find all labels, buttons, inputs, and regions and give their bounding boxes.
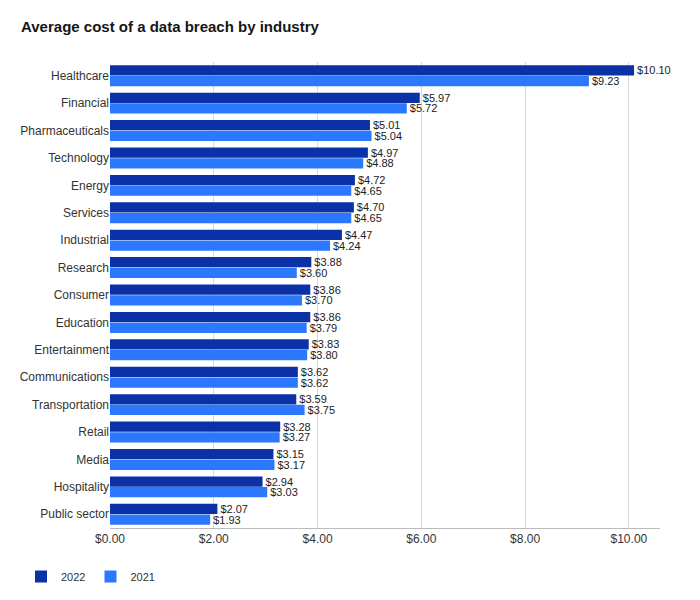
svg-text:Services: Services	[63, 206, 109, 220]
svg-text:Technology: Technology	[48, 151, 109, 165]
svg-text:$3.80: $3.80	[310, 349, 338, 361]
svg-text:Pharmaceuticals: Pharmaceuticals	[20, 124, 109, 138]
svg-text:$4.24: $4.24	[333, 240, 361, 252]
svg-text:$4.88: $4.88	[366, 157, 394, 169]
svg-text:Education: Education	[56, 316, 109, 330]
svg-text:Transportation: Transportation	[32, 398, 109, 412]
svg-text:Hospitality: Hospitality	[54, 480, 109, 494]
svg-text:$3.83: $3.83	[312, 338, 340, 350]
svg-text:$6.00: $6.00	[406, 532, 436, 546]
svg-text:$3.86: $3.86	[313, 311, 341, 323]
svg-text:Research: Research	[58, 261, 109, 275]
svg-text:$0.00: $0.00	[95, 532, 125, 546]
svg-text:$5.01: $5.01	[373, 119, 401, 131]
svg-text:$5.97: $5.97	[423, 92, 451, 104]
svg-text:Healthcare: Healthcare	[51, 69, 109, 83]
svg-text:$2.07: $2.07	[220, 503, 248, 515]
svg-text:$5.04: $5.04	[375, 130, 403, 142]
svg-text:Communications: Communications	[20, 370, 109, 384]
svg-text:$8.00: $8.00	[510, 532, 540, 546]
svg-text:$3.62: $3.62	[301, 377, 329, 389]
svg-text:$3.03: $3.03	[270, 486, 298, 498]
svg-text:$4.00: $4.00	[303, 532, 333, 546]
svg-text:$1.93: $1.93	[213, 514, 241, 526]
svg-text:$4.72: $4.72	[358, 174, 386, 186]
svg-text:2021: 2021	[130, 571, 154, 583]
svg-text:$10.10: $10.10	[637, 64, 671, 76]
svg-text:Average cost of a data breach: Average cost of a data breach by industr…	[21, 18, 320, 35]
svg-text:$4.65: $4.65	[354, 212, 382, 224]
svg-text:$3.79: $3.79	[310, 322, 338, 334]
svg-text:$3.27: $3.27	[283, 431, 311, 443]
svg-text:Financial: Financial	[61, 96, 109, 110]
svg-text:$4.70: $4.70	[357, 201, 385, 213]
svg-text:$3.88: $3.88	[314, 256, 342, 268]
svg-text:$3.75: $3.75	[308, 404, 336, 416]
svg-text:2022: 2022	[61, 571, 85, 583]
svg-text:$3.28: $3.28	[283, 421, 311, 433]
svg-text:$10.00: $10.00	[611, 532, 648, 546]
svg-text:$3.15: $3.15	[276, 448, 304, 460]
svg-text:$4.65: $4.65	[354, 185, 382, 197]
svg-text:Media: Media	[76, 453, 109, 467]
svg-text:$3.59: $3.59	[299, 393, 327, 405]
svg-text:Public sector: Public sector	[40, 507, 109, 521]
svg-text:$3.62: $3.62	[301, 366, 329, 378]
svg-text:$3.70: $3.70	[305, 294, 333, 306]
svg-text:$2.94: $2.94	[266, 476, 294, 488]
svg-text:$5.72: $5.72	[410, 102, 438, 114]
svg-text:$3.60: $3.60	[300, 267, 328, 279]
svg-text:$4.97: $4.97	[371, 147, 399, 159]
svg-text:Retail: Retail	[78, 425, 109, 439]
svg-text:Entertainment: Entertainment	[34, 343, 109, 357]
svg-text:Industrial: Industrial	[60, 233, 109, 247]
svg-text:Consumer: Consumer	[54, 288, 109, 302]
svg-text:$2.00: $2.00	[199, 532, 229, 546]
svg-text:$9.23: $9.23	[592, 75, 620, 87]
svg-text:$3.86: $3.86	[313, 284, 341, 296]
svg-text:$3.17: $3.17	[277, 459, 305, 471]
svg-text:Energy: Energy	[71, 179, 109, 193]
svg-text:$4.47: $4.47	[345, 229, 373, 241]
